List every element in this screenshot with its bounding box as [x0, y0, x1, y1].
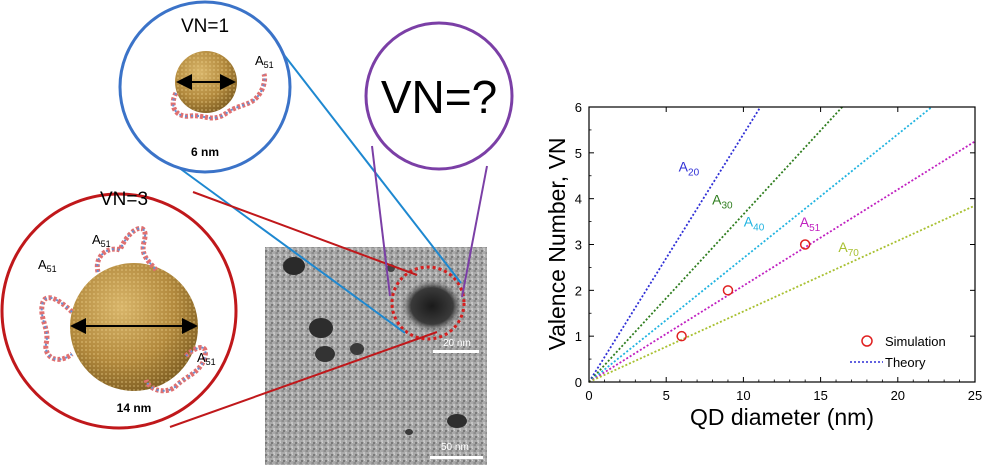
tem-highlight-circle — [390, 265, 466, 341]
circle-vn1: VN=1 A51 6 nm — [118, 0, 292, 174]
circle-unknown-border — [364, 21, 514, 171]
size-label-vn1: 6 nm — [191, 145, 219, 159]
chart-x-axis-label: QD diameter (nm) — [690, 404, 874, 430]
y-tick-label: 0 — [575, 375, 582, 390]
y-tick-label: 2 — [575, 283, 582, 298]
legend-theory-label: Theory — [885, 355, 926, 370]
simulation-point — [799, 239, 811, 250]
x-tick-label: 25 — [968, 388, 982, 403]
strand-label-vn1: A51 — [255, 53, 274, 70]
tem-panel: 20 nm 50 nm — [265, 247, 487, 465]
connector-blue-top — [273, 41, 462, 284]
circle-vn1-title: VN=1 — [181, 16, 229, 37]
x-tick-label: 5 — [663, 388, 670, 403]
series-line-a70 — [588, 204, 976, 383]
connector-lines — [169, 41, 488, 428]
tem-particle — [283, 257, 305, 275]
y-tick-label: 3 — [575, 238, 582, 253]
y-tick-label: 5 — [575, 146, 582, 161]
legend-simulation-label: Simulation — [885, 334, 946, 349]
series-label-a30: A30 — [712, 192, 733, 212]
chart-series-labels-group: A20 A30 A40 A51 A70 — [679, 159, 860, 259]
strand-label-vn3-left: A51 — [38, 257, 57, 274]
connector-purple-right — [461, 165, 488, 298]
scale-label-top: 20 nm — [443, 338, 471, 349]
tem-image — [265, 247, 487, 465]
chart-points-group — [676, 239, 811, 342]
circle-unknown-title: VN=? — [381, 71, 497, 123]
size-label-vn3: 14 nm — [117, 401, 152, 415]
tem-particle — [309, 318, 333, 338]
tem-particle — [447, 414, 467, 428]
circle-vn3: VN=3 A51 A51 A51 14 nm — [0, 189, 238, 430]
tem-particle — [350, 343, 364, 355]
chart-ticks-group: 0 5 10 15 20 25 0 1 2 3 4 5 6 — [575, 100, 982, 403]
chart-y-axis-label: Valence Number, VN — [544, 137, 570, 350]
y-tick-label: 1 — [575, 329, 582, 344]
x-tick-label: 15 — [813, 388, 827, 403]
series-label-a70: A70 — [838, 239, 859, 259]
vn-chart: A20 A30 A40 A51 A70 0 5 10 15 20 25 0 1 2 3 4 5 6 QD dia… — [544, 100, 982, 430]
series-label-a20: A20 — [679, 159, 700, 179]
tem-particle — [402, 280, 462, 332]
strand-label-vn3-right: A51 — [197, 350, 216, 367]
connector-red-top — [192, 191, 418, 276]
legend-simulation-marker — [861, 335, 873, 347]
scale-bar-top — [433, 350, 479, 353]
dna-strand-right — [143, 345, 208, 394]
series-label-a51: A51 — [800, 214, 821, 234]
x-tick-label: 10 — [736, 388, 750, 403]
series-line-a30 — [588, 106, 843, 383]
y-tick-label: 4 — [575, 192, 582, 207]
connector-red-bottom — [169, 331, 438, 428]
strand-label-vn3-top: A51 — [92, 232, 111, 249]
simulation-point — [722, 285, 734, 296]
series-line-a40 — [588, 106, 933, 383]
scale-label-bottom: 50 nm — [441, 442, 469, 453]
chart-series-group — [588, 106, 976, 383]
circle-vn3-title: VN=3 — [100, 189, 148, 210]
tem-particle — [405, 429, 413, 435]
dna-strand-top-overlay — [96, 227, 157, 273]
tem-particle — [315, 346, 335, 362]
simulation-point — [676, 330, 687, 342]
x-tick-label: 20 — [891, 388, 905, 403]
series-label-a40: A40 — [744, 214, 765, 234]
series-line-a20 — [588, 106, 762, 383]
circle-unknown: VN=? — [364, 21, 514, 171]
connector-blue-bottom — [177, 166, 406, 334]
connector-purple-left — [371, 145, 391, 297]
scale-bar-bottom — [430, 456, 483, 459]
x-tick-label: 0 — [585, 388, 592, 403]
chart-legend: Simulation Theory — [850, 334, 946, 370]
y-tick-label: 6 — [575, 100, 582, 115]
dna-strand-small-overlay — [172, 73, 266, 120]
